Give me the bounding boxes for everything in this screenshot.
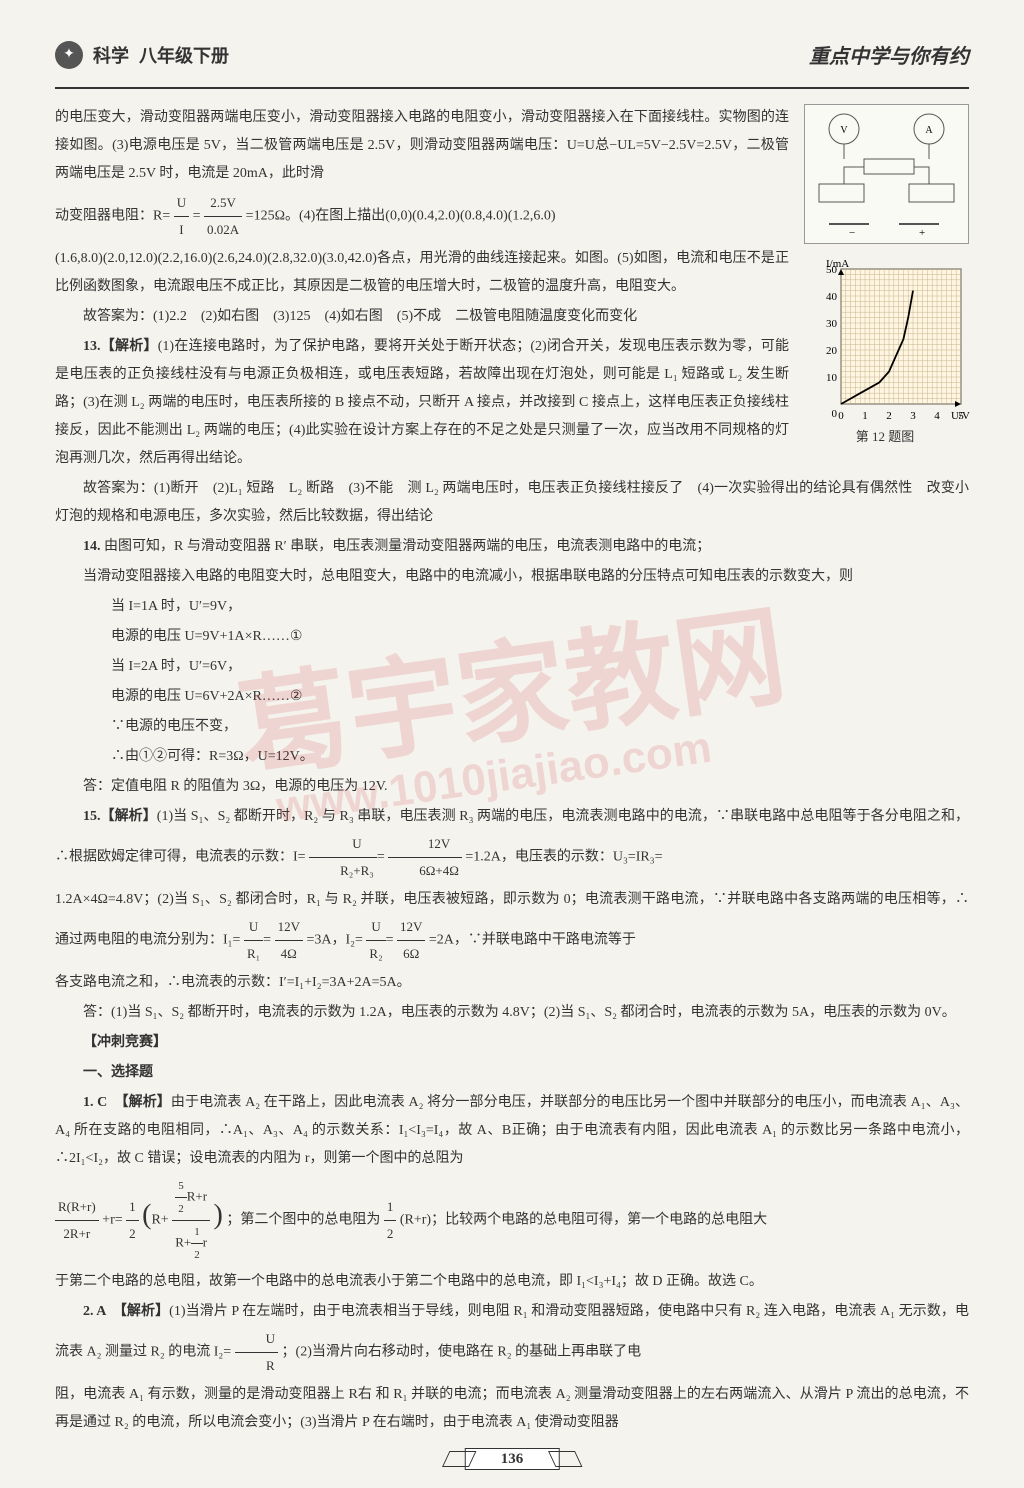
series-title: 重点中学与你有约	[809, 40, 969, 69]
svg-text:A: A	[925, 125, 933, 136]
fraction: 12V4Ω	[275, 914, 303, 967]
svg-text:2: 2	[886, 410, 892, 422]
fraction: UR₂	[366, 914, 385, 967]
page-header: ✦ 科学 八年级下册 重点中学与你有约	[55, 40, 969, 77]
paragraph: 阻，电流表 A₁ 有示数，测量的是滑动变阻器上 R右 和 R₁ 并联的电流；而电…	[55, 1381, 969, 1437]
fraction: UR	[235, 1326, 278, 1379]
svg-text:−: −	[849, 227, 855, 239]
paragraph: 答：(1)当 S₁、S₂ 都断开时，电流表的示数为 1.2A，电压表的示数为 4…	[55, 999, 969, 1027]
paragraph: ∵电源的电压不变，	[55, 713, 969, 741]
paragraph: 电源的电压 U=6V+2A×R……②	[55, 683, 969, 711]
book-icon: ✦	[55, 41, 83, 69]
svg-text:0: 0	[832, 408, 838, 420]
paragraph: ∴由①②可得：R=3Ω，U=12V。	[55, 743, 969, 771]
paragraph: R(R+r)2R+r +r= 12 (R+ 52R+r R+12r ) ；第二个…	[55, 1175, 969, 1266]
fraction-complex: 52R+r R+12r	[172, 1175, 210, 1266]
svg-text:20: 20	[826, 345, 838, 357]
svg-text:4: 4	[934, 410, 940, 422]
svg-text:3: 3	[910, 410, 916, 422]
paragraph: 各支路电流之和，∴电流表的示数：I′=I₁+I₂=3A+2A=5A。	[55, 969, 969, 997]
fraction: 2.5V0.02A	[204, 190, 242, 243]
paragraph: 2. A 【解析】(1)当滑片 P 在左端时，由于电流表相当于导线，则电阻 R₁…	[55, 1298, 969, 1379]
paragraph: 15.【解析】(1)当 S₁、S₂ 都断开时，R₂ 与 R₃ 串联，电压表测 R…	[55, 803, 969, 884]
fraction: 12V6Ω+4Ω	[388, 831, 462, 884]
svg-text:I/mA: I/mA	[826, 258, 849, 270]
svg-text:10: 10	[826, 372, 838, 384]
fraction: 12	[126, 1194, 139, 1247]
section-header: 【冲刺竞赛】	[55, 1029, 969, 1057]
paragraph: 1.2A×4Ω=4.8V；(2)当 S₁、S₂ 都闭合时，R₁ 与 R₂ 并联，…	[55, 886, 969, 967]
circuit-diagram: V A − +	[804, 104, 969, 244]
svg-text:U/V: U/V	[951, 410, 970, 422]
fraction: 12V6Ω	[397, 914, 425, 967]
paragraph: 1. C 【解析】由于电流表 A₂ 在干路上，因此电流表 A₂ 将分一部分电压，…	[55, 1089, 969, 1173]
paragraph: 当 I=1A 时，U′=9V，	[55, 593, 969, 621]
paragraph: 电源的电压 U=9V+1A×R……①	[55, 623, 969, 651]
main-content: 葛宇家教网 www.1010jiajiao.com V A − + 012345…	[55, 104, 969, 1437]
svg-text:30: 30	[826, 318, 838, 330]
fraction: UI	[174, 190, 189, 243]
fraction: UR₁	[244, 914, 263, 967]
fraction: 12	[384, 1194, 397, 1247]
paragraph: 当 I=2A 时，U′=6V，	[55, 653, 969, 681]
svg-text:40: 40	[826, 291, 838, 303]
header-divider	[55, 87, 969, 89]
chart-container: 0123451020304050I/mAU/V0 第 12 题图	[801, 254, 969, 454]
paragraph: 14. 由图可知，R 与滑动变阻器 R′ 串联，电压表测量滑动变阻器两端的电压，…	[55, 533, 969, 561]
paragraph: 当滑动变阻器接入电路的电阻变大时，总电阻变大，电路中的电流减小，根据串联电路的分…	[55, 563, 969, 591]
grade-label: 八年级下册	[139, 42, 229, 68]
fraction: R(R+r)2R+r	[55, 1194, 99, 1247]
svg-text:+: +	[919, 227, 925, 239]
subject-label: 科学	[93, 42, 129, 68]
chart-graph: 0123451020304050I/mAU/V0	[816, 254, 971, 419]
header-left: ✦ 科学 八年级下册	[55, 41, 229, 69]
fraction: UR₂+R₃	[309, 831, 377, 884]
paragraph: 于第二个电路的总电阻，故第一个电路中的总电流表小于第二个电路中的总电流，即 I₁…	[55, 1268, 969, 1296]
paragraph: 故答案为：(1)断开 (2)L₁ 短路 L₂ 断路 (3)不能 测 L₂ 两端电…	[55, 475, 969, 531]
paragraph: 答：定值电阻 R 的阻值为 3Ω，电源的电压为 12V.	[55, 773, 969, 801]
section-header: 一、选择题	[55, 1059, 969, 1087]
page-footer: 136	[465, 1451, 560, 1468]
svg-text:V: V	[840, 125, 848, 136]
page-number: 136	[465, 1448, 560, 1470]
svg-text:0: 0	[838, 410, 844, 422]
svg-text:1: 1	[862, 410, 868, 422]
